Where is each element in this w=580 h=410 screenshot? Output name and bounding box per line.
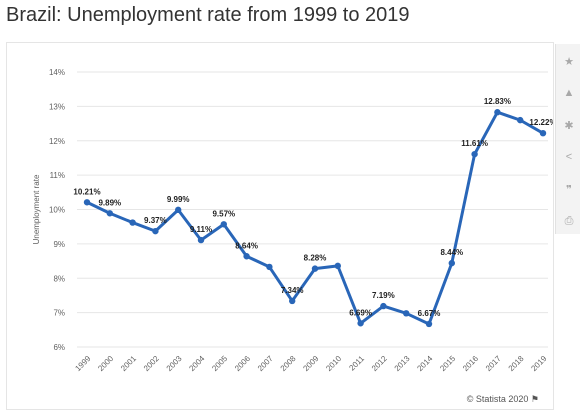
data-label: 9.57% xyxy=(212,209,235,218)
data-point xyxy=(243,253,250,260)
data-label: 7.19% xyxy=(372,291,395,300)
data-point xyxy=(517,116,524,124)
data-point xyxy=(448,259,455,267)
data-label: 8.28% xyxy=(304,254,327,263)
x-tick-label: 2017 xyxy=(484,354,503,373)
data-point xyxy=(403,310,410,317)
data-point xyxy=(357,320,364,327)
x-tick-label: 2006 xyxy=(233,354,252,373)
y-axis-title: Unemployment rate xyxy=(32,174,41,244)
data-point xyxy=(494,109,501,116)
y-tick-label: 11% xyxy=(50,171,65,180)
y-tick-label: 10% xyxy=(49,206,65,215)
x-tick-label: 2007 xyxy=(256,354,275,373)
x-tick-label: 1999 xyxy=(73,354,92,373)
quote-icon[interactable]: ❞ xyxy=(566,183,572,196)
data-label: 6.67% xyxy=(418,309,441,318)
data-point xyxy=(175,206,182,214)
line-chart: 6% 7% 8% 9% 10% 11% 12% 13% 14% Unemployment rate… xyxy=(32,68,553,373)
x-tick-label: 2002 xyxy=(142,354,161,373)
x-tick-label: 2000 xyxy=(96,354,115,373)
gear-icon[interactable]: ✱ xyxy=(564,119,574,132)
data-label: 9.37% xyxy=(144,216,167,225)
x-tick-label: 2019 xyxy=(529,354,548,373)
statista-credit[interactable]: © Statista 2020 xyxy=(466,394,529,404)
data-point xyxy=(220,221,227,228)
data-label: 12.83% xyxy=(484,97,511,106)
x-tick-label: 2018 xyxy=(507,354,526,373)
data-label: 9.11% xyxy=(190,225,212,234)
x-tick-label: 2015 xyxy=(438,354,457,373)
data-label: 9.99% xyxy=(167,195,190,204)
flag-icon: ⚑ xyxy=(530,394,539,404)
data-point xyxy=(380,302,387,310)
x-tick-label: 2016 xyxy=(461,354,480,373)
x-tick-label: 2009 xyxy=(301,354,320,373)
y-tick-label: 12% xyxy=(49,137,65,146)
x-tick-label: 2003 xyxy=(165,354,184,373)
data-point xyxy=(471,150,478,158)
x-tick-label: 2004 xyxy=(187,354,206,373)
page-title: Brazil: Unemployment rate from 1999 to 2… xyxy=(6,4,410,26)
data-point xyxy=(539,129,547,137)
x-tick-label: 2010 xyxy=(324,354,343,373)
x-tick-label: 2012 xyxy=(370,354,389,373)
data-label: 12.22% xyxy=(529,118,553,127)
share-icon[interactable]: < xyxy=(565,151,573,163)
x-tick-label: 2005 xyxy=(210,354,229,373)
data-point xyxy=(425,320,433,328)
data-point xyxy=(334,262,341,270)
data-label: 6.69% xyxy=(349,308,372,317)
y-tick-label: 13% xyxy=(49,102,65,111)
y-tick-label: 6% xyxy=(53,343,65,352)
chart-card: 6% 7% 8% 9% 10% 11% 12% 13% 14% Unemployment rate… xyxy=(6,42,554,410)
data-point xyxy=(311,265,319,272)
star-icon[interactable]: ★ xyxy=(564,55,574,68)
data-point xyxy=(106,210,114,217)
data-point xyxy=(266,263,273,271)
data-point xyxy=(289,297,296,305)
data-label: 11.61% xyxy=(461,139,488,148)
y-tick-label: 8% xyxy=(53,274,65,283)
data-label: 8.44% xyxy=(440,248,463,257)
y-tick-label: 9% xyxy=(53,240,65,249)
data-label: 10.21% xyxy=(73,187,100,196)
data-point xyxy=(152,227,159,235)
data-label: 8.64% xyxy=(235,241,258,250)
x-tick-label: 2001 xyxy=(119,354,138,373)
y-tick-label: 14% xyxy=(49,68,65,77)
bell-icon[interactable]: ▲ xyxy=(563,87,575,99)
data-point xyxy=(83,199,91,206)
x-tick-label: 2014 xyxy=(415,354,434,373)
x-tick-label: 2013 xyxy=(393,354,412,373)
data-label: 9.89% xyxy=(98,198,121,207)
data-label: 7.34% xyxy=(281,286,304,295)
sidebar-toolbar: ★ ▲ ✱ < ❞ ⎙ xyxy=(555,44,580,234)
y-tick-label: 7% xyxy=(53,309,65,318)
data-point xyxy=(197,236,205,244)
x-tick-label: 2011 xyxy=(347,354,366,373)
x-tick-label: 2008 xyxy=(279,354,298,373)
data-point xyxy=(129,219,136,226)
footer-credit[interactable]: © Statista 2020 ⚑ xyxy=(467,394,539,405)
print-icon[interactable]: ⎙ xyxy=(564,214,574,227)
